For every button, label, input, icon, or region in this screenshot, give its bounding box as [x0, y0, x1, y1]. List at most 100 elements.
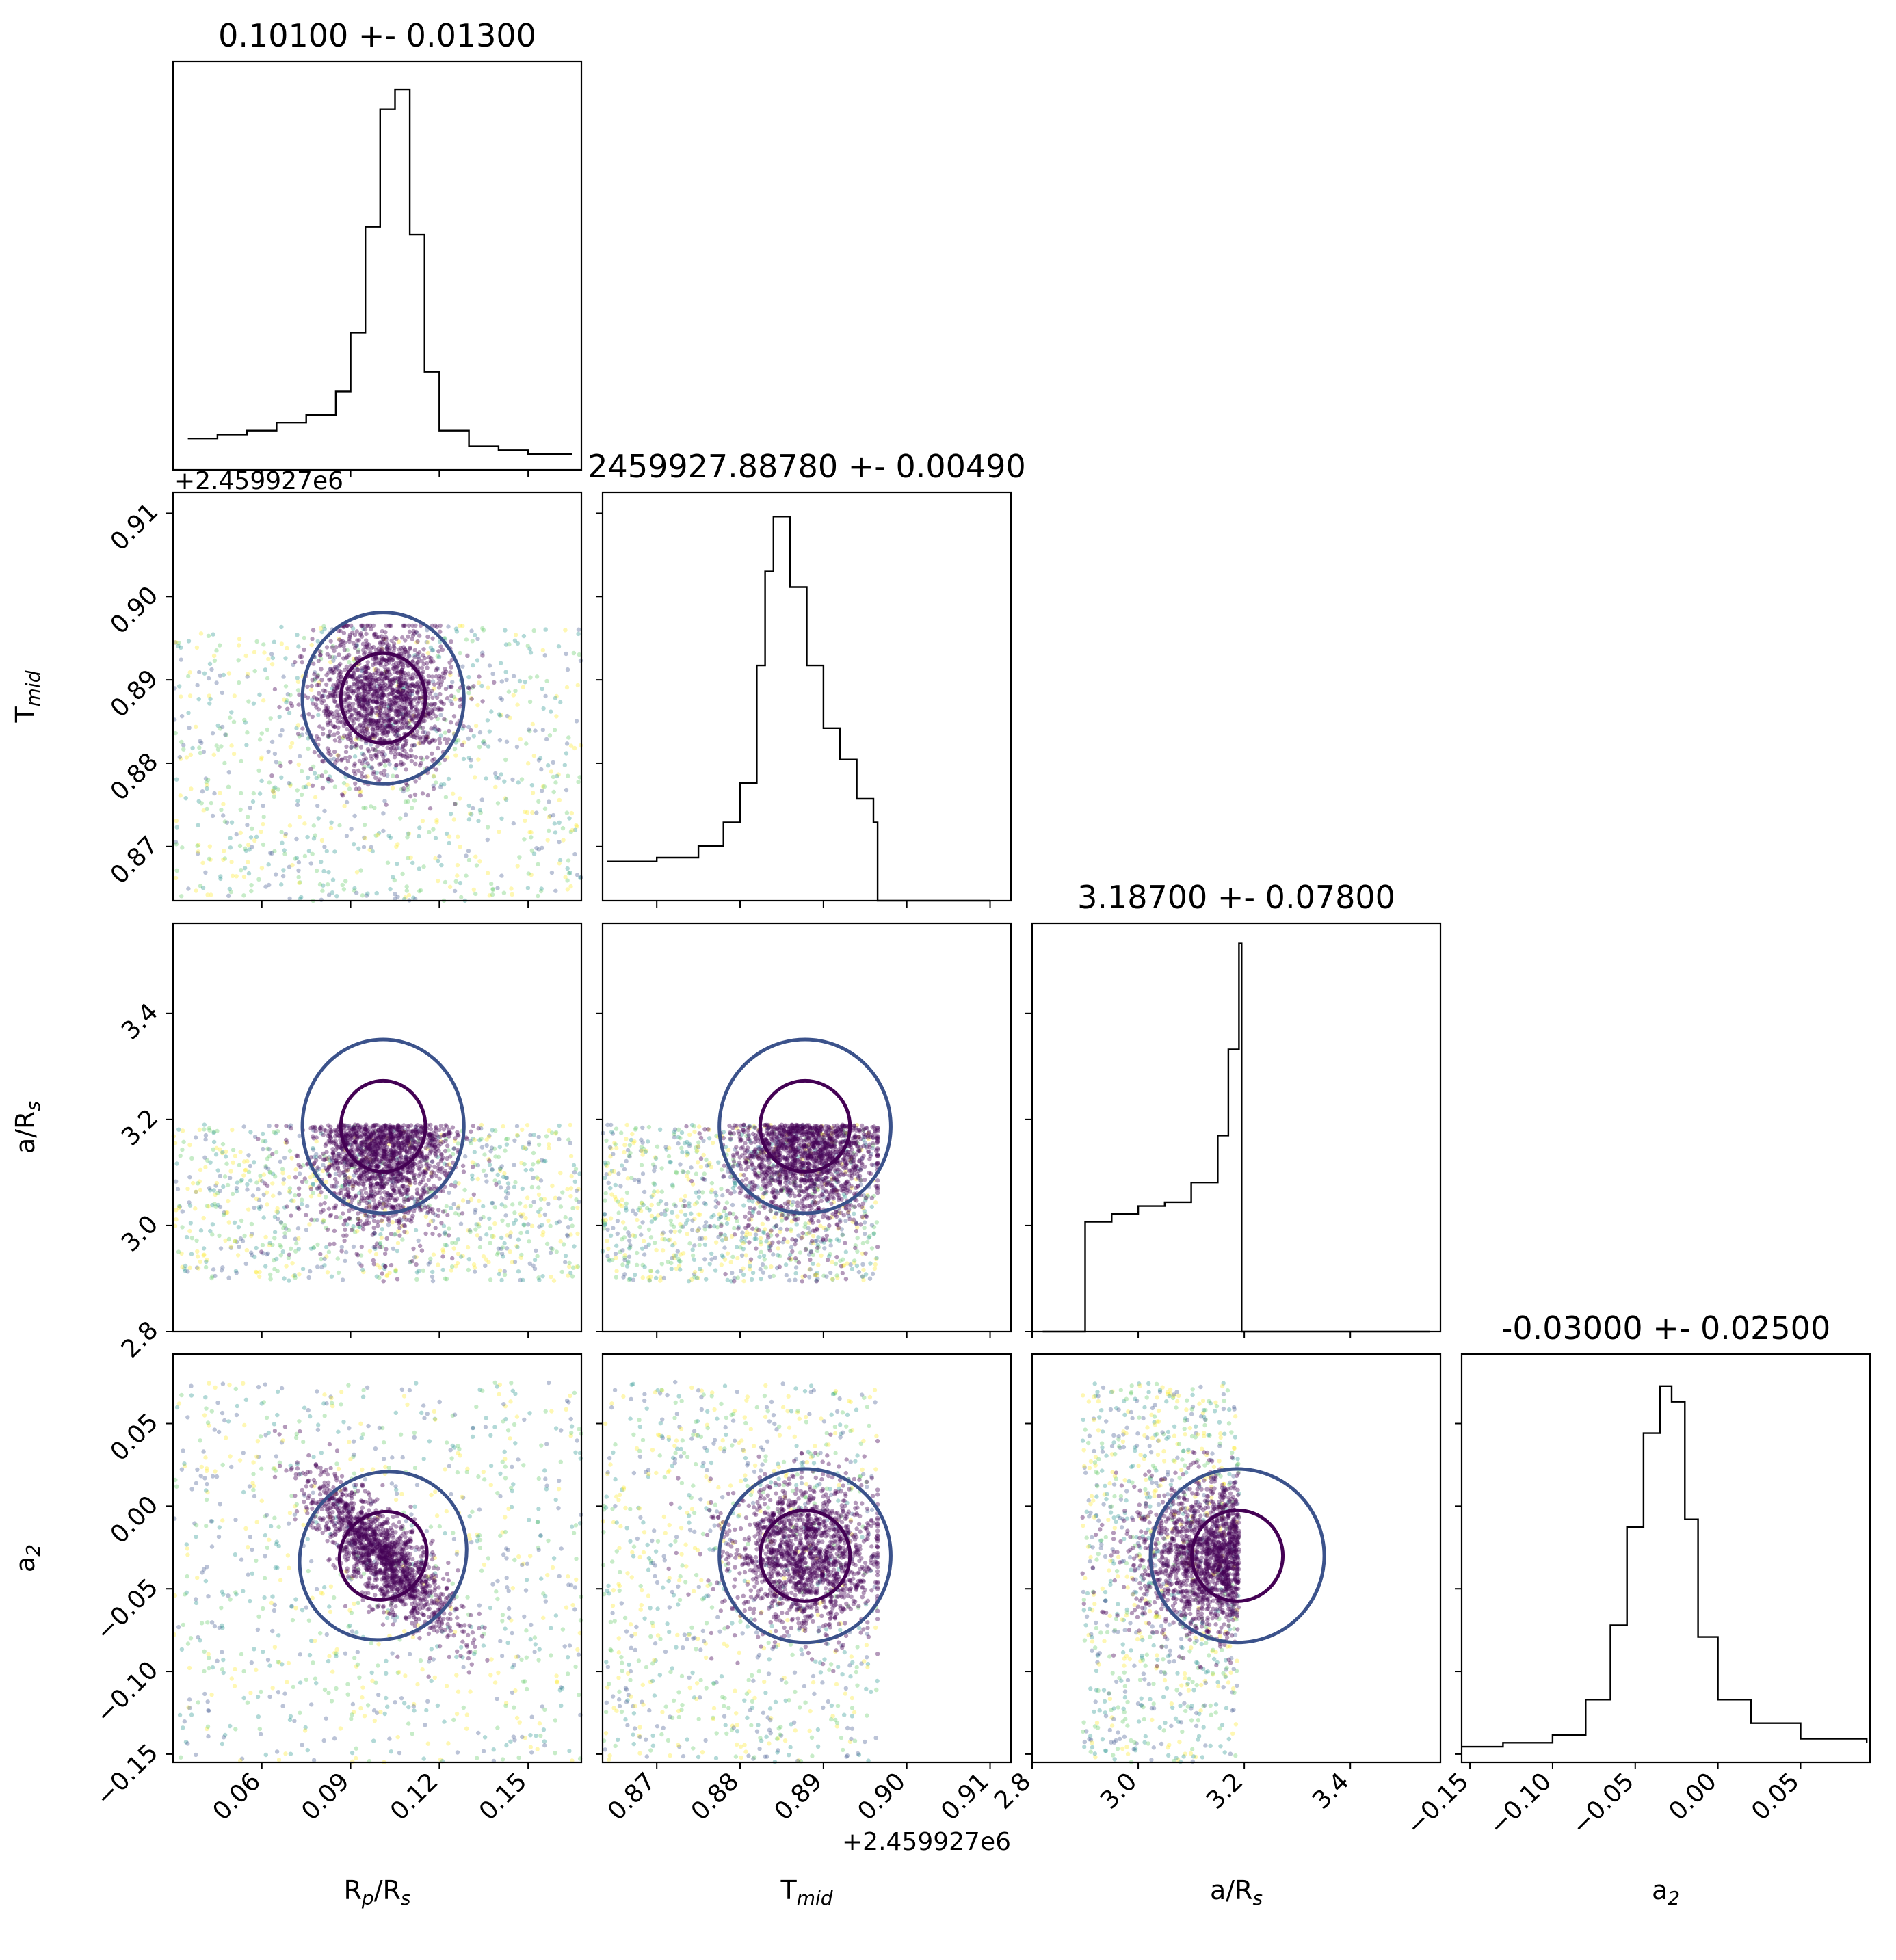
- scatter-point: [379, 1218, 384, 1223]
- scatter-point: [231, 719, 237, 724]
- scatter-point: [451, 817, 457, 822]
- scatter-point: [490, 1200, 495, 1206]
- scatter-point: [401, 761, 406, 767]
- scatter-point: [295, 676, 300, 680]
- scatter-point: [465, 1245, 471, 1250]
- scatter-point: [515, 641, 521, 646]
- scatter-point: [300, 1202, 304, 1207]
- scatter-point: [354, 629, 359, 634]
- scatter-point: [274, 1123, 279, 1128]
- scatter-point: [225, 1182, 231, 1188]
- scatter-point: [318, 1202, 323, 1207]
- scatter-point: [402, 1145, 408, 1150]
- scatter-point: [259, 731, 264, 736]
- scatter-point: [397, 704, 401, 709]
- scatter-point: [256, 1137, 261, 1141]
- scatter-point: [470, 685, 475, 690]
- scatter-point: [516, 1237, 521, 1242]
- scatter-point: [203, 870, 208, 875]
- scatter-point: [394, 844, 399, 849]
- scatter-point: [309, 683, 314, 689]
- scatter-point: [468, 811, 473, 817]
- scatter-point: [547, 1142, 551, 1147]
- scatter-point: [239, 791, 243, 796]
- scatter-point: [382, 682, 388, 687]
- scatter-point: [347, 701, 352, 706]
- scatter-point: [542, 806, 548, 811]
- scatter-point: [451, 1202, 456, 1207]
- scatter-point: [313, 670, 317, 675]
- scatter-point: [425, 665, 430, 670]
- scatter-point: [297, 880, 302, 886]
- scatter-point: [518, 1255, 523, 1260]
- scatter-point: [551, 789, 556, 795]
- scatter-point: [334, 665, 339, 670]
- scatter-point: [335, 1165, 341, 1170]
- scatter-point: [532, 1267, 538, 1271]
- scatter-point: [389, 1156, 393, 1161]
- scatter-point: [499, 1251, 505, 1256]
- scatter-point: [349, 713, 354, 718]
- scatter-point: [348, 738, 353, 743]
- scatter-point: [356, 690, 361, 696]
- scatter-point: [373, 656, 378, 661]
- scatter-point: [261, 1172, 267, 1177]
- scatter-point: [569, 1174, 574, 1179]
- scatter-point: [511, 821, 516, 826]
- scatter-point: [279, 775, 284, 780]
- scatter-point: [308, 861, 313, 866]
- scatter-point: [404, 812, 408, 817]
- scatter-point: [466, 817, 472, 822]
- scatter-point: [241, 874, 247, 879]
- scatter-point: [455, 1260, 460, 1266]
- scatter-point: [359, 668, 365, 674]
- scatter-point: [423, 1170, 428, 1176]
- scatter-point: [466, 858, 472, 862]
- scatter-point: [518, 1230, 523, 1236]
- scatter-point: [517, 678, 523, 684]
- scatter-point: [349, 688, 354, 693]
- scatter-point: [466, 803, 471, 808]
- scatter-point: [235, 1180, 240, 1185]
- scatter-point: [237, 637, 242, 641]
- scatter-point: [438, 629, 443, 634]
- scatter-point: [395, 679, 400, 685]
- scatter-point: [435, 717, 440, 721]
- scatter-point: [176, 1127, 181, 1132]
- scatter-point: [426, 1262, 431, 1267]
- scatter-point: [510, 1202, 515, 1207]
- scatter-point: [339, 1245, 344, 1249]
- scatter-point: [317, 773, 321, 779]
- scatter-point: [395, 1162, 400, 1167]
- scatter-point: [360, 666, 365, 671]
- scatter-point: [360, 1227, 366, 1232]
- scatter-point: [365, 761, 370, 766]
- scatter-point: [445, 1163, 449, 1167]
- scatter-point: [196, 823, 200, 827]
- scatter-point: [375, 732, 380, 737]
- scatter-point: [420, 791, 425, 796]
- scatter-point: [376, 693, 380, 699]
- scatter-point: [363, 650, 368, 655]
- scatter-point: [326, 748, 332, 754]
- scatter-point: [566, 858, 571, 863]
- scatter-point: [253, 1269, 259, 1275]
- scatter-point: [325, 1270, 330, 1275]
- scatter-point: [490, 672, 495, 676]
- scatter-point: [427, 830, 432, 835]
- scatter-point: [395, 862, 399, 866]
- scatter-point: [174, 640, 179, 645]
- scatter-point: [492, 680, 497, 685]
- scatter-point: [402, 706, 408, 711]
- scatter-point: [404, 782, 410, 788]
- scatter-point: [249, 1221, 254, 1227]
- scatter-point: [332, 724, 337, 730]
- scatter-point: [315, 1242, 320, 1247]
- scatter-point: [221, 672, 226, 678]
- scatter-point: [420, 819, 425, 823]
- scatter-point: [492, 1205, 497, 1210]
- scatter-point: [438, 691, 443, 697]
- scatter-point: [296, 868, 301, 873]
- scatter-point: [570, 1274, 575, 1279]
- scatter-point: [443, 1139, 448, 1143]
